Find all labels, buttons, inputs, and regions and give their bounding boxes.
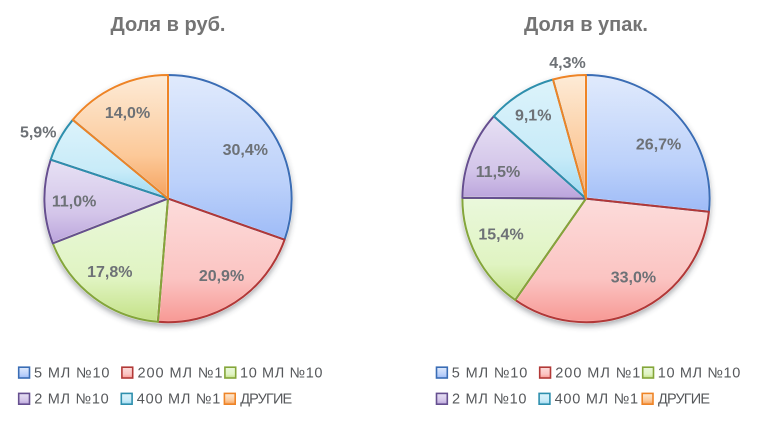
svg-text:10 МЛ №10: 10 МЛ №10 [240,366,323,382]
svg-text:33,0%: 33,0% [611,270,656,287]
svg-text:26,7%: 26,7% [636,137,681,154]
svg-text:11,0%: 11,0% [52,193,96,210]
svg-text:5,9%: 5,9% [20,125,56,142]
svg-text:20,9%: 20,9% [199,268,244,285]
svg-text:200 МЛ №1: 200 МЛ №1 [138,366,223,382]
svg-text:2 МЛ №10: 2 МЛ №10 [452,392,527,408]
svg-text:15,4%: 15,4% [478,227,523,244]
svg-text:10 МЛ №10: 10 МЛ №10 [658,366,741,382]
svg-text:11,5%: 11,5% [476,164,520,181]
svg-text:ДРУГИЕ: ДРУГИЕ [658,392,710,408]
svg-text:ДРУГИЕ: ДРУГИЕ [240,392,292,408]
svg-text:30,4%: 30,4% [223,142,268,159]
svg-text:4,3%: 4,3% [549,55,585,72]
svg-text:14,0%: 14,0% [105,105,150,122]
svg-text:9,1%: 9,1% [515,108,551,125]
svg-text:400 МЛ №1: 400 МЛ №1 [555,392,639,408]
svg-text:5 МЛ №10: 5 МЛ №10 [452,366,528,382]
svg-text:Доля в руб.: Доля в руб. [111,14,226,36]
svg-text:200 МЛ №1: 200 МЛ №1 [555,366,640,382]
svg-text:17,8%: 17,8% [87,264,132,281]
svg-text:400 МЛ №1: 400 МЛ №1 [137,392,221,408]
svg-text:2 МЛ №10: 2 МЛ №10 [34,392,109,408]
svg-text:Доля в упак.: Доля в упак. [524,14,648,36]
svg-text:5 МЛ №10: 5 МЛ №10 [34,366,110,382]
